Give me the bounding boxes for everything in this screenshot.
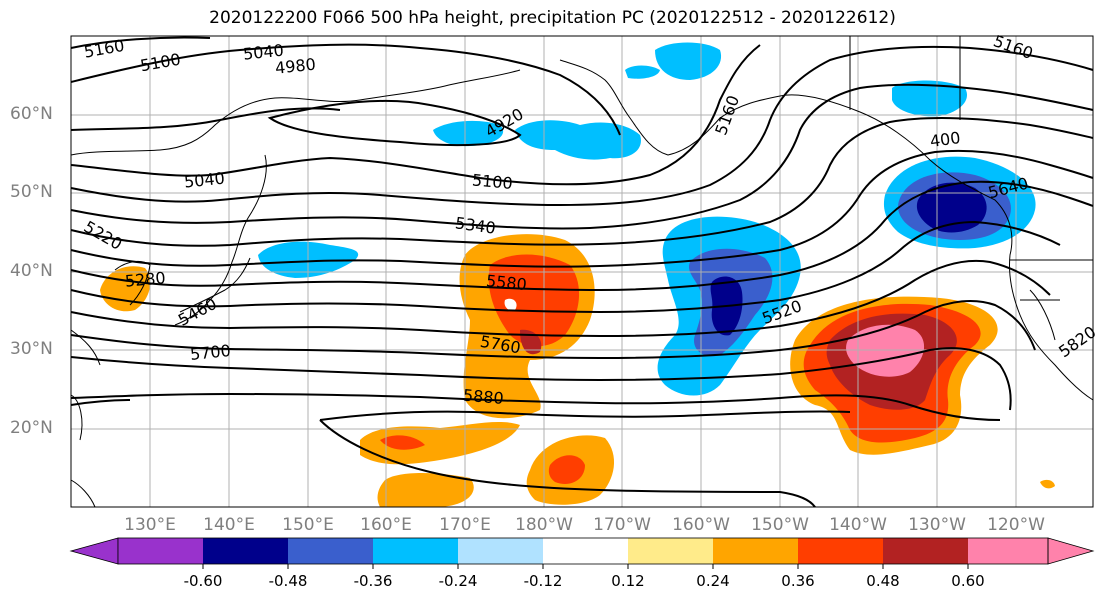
contour-label: 5280	[124, 268, 166, 290]
lon-label: 140°W	[829, 515, 887, 535]
contour-label: 5700	[189, 341, 231, 364]
contour-label: 4980	[274, 55, 316, 78]
lon-label: 130°E	[124, 515, 176, 535]
colorbar-tick-label: 0.48	[866, 572, 900, 590]
contour-label: 5100	[471, 170, 513, 192]
contour-label: 5040	[183, 168, 225, 191]
lon-label: 130°W	[908, 515, 966, 535]
lon-label: 170°W	[593, 515, 651, 535]
lon-label: 160°E	[360, 515, 412, 535]
map-graticule	[71, 36, 1093, 507]
lon-label: 160°W	[672, 515, 730, 535]
lat-label-30n: 30°N	[10, 339, 53, 359]
contour-label: 5040	[242, 41, 284, 64]
colorbar-tick-label: -0.12	[523, 572, 563, 590]
contour-label: 5580	[485, 271, 527, 294]
map-title: 2020122200 F066 500 hPa height, precipit…	[209, 8, 896, 28]
lat-label-20n: 20°N	[10, 418, 53, 438]
colorbar-tick-label: 0.12	[611, 572, 645, 590]
colorbar-tick-label: 0.60	[951, 572, 985, 590]
lat-label-40n: 40°N	[10, 261, 53, 281]
lon-label: 150°W	[751, 515, 809, 535]
colorbar-tick-label: -0.24	[438, 572, 478, 590]
lon-label: 180°W	[515, 515, 573, 535]
lat-label-60n: 60°N	[10, 104, 53, 124]
colorbar	[69, 537, 1095, 569]
colorbar-tick-label: -0.48	[268, 572, 308, 590]
colorbar-tick-label: -0.60	[183, 572, 223, 590]
colorbar-tick-label: -0.36	[353, 572, 393, 590]
lat-label-50n: 50°N	[10, 182, 53, 202]
lon-label: 170°E	[439, 515, 491, 535]
contour-label: 400	[929, 128, 962, 151]
contour-label: 5880	[462, 386, 504, 408]
colorbar-tick-label: 0.36	[781, 572, 815, 590]
height-contours	[70, 36, 1094, 508]
map-border	[70, 35, 1094, 508]
colorbar-tick-label: 0.24	[696, 572, 730, 590]
lon-label: 120°W	[987, 515, 1045, 535]
lon-label: 140°E	[203, 515, 255, 535]
lon-label: 150°E	[282, 515, 334, 535]
